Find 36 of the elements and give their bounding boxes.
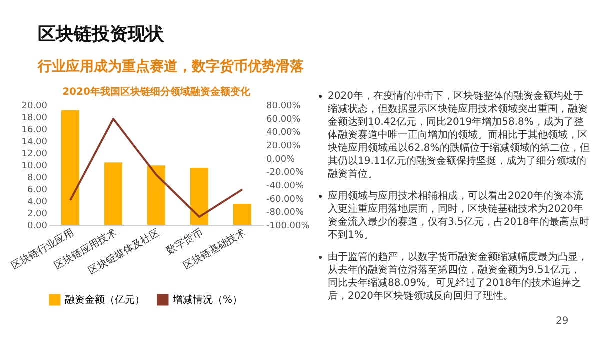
- y-tick-label: 12.00: [22, 150, 48, 160]
- y2-tick-label: 20.00%: [266, 142, 302, 152]
- y2-tick-label: 60.00%: [266, 114, 302, 125]
- chart-title: 2020年我国区块链细分领域融资金额变化: [62, 86, 252, 98]
- bar: [62, 110, 80, 225]
- legend-label: 增减情况（%）: [172, 294, 243, 306]
- bar: [234, 204, 252, 225]
- y-tick-label: 4.00: [27, 198, 48, 208]
- y-tick-label: 16.00: [22, 126, 48, 136]
- y-tick-label: 8.00: [27, 174, 48, 184]
- bar: [148, 166, 166, 225]
- text: 2020年，在疫情的冲击下，区块链整体的融资金额均处于缩减状态，但数据显示区块链应用技术领域突出重围，融资金额达到10.42亿元，同比2019年增加58.8%，成为了整体融资赛道中唯一正向增加的领域。而相比于其他领域，区块链应用领域虽以62.8%的跌幅位于缩减领域的第二位，但其仍以19.11亿元的融资金额保持坚挺，成为了细分领域的融资首位。: [327, 90, 590, 181]
- legend-label: 融资金额（亿元）: [65, 294, 145, 306]
- y-tick-label: 20.00: [22, 102, 48, 112]
- bar: [190, 168, 208, 225]
- y2-tick-label: -100.00%: [266, 222, 310, 232]
- y2-tick-label: 80.00%: [266, 102, 302, 112]
- y-tick-label: 10.00: [22, 162, 48, 172]
- y-tick-label: 0.00: [27, 222, 48, 232]
- text: 由于监管的趋严，以数字货币融资金额缩减幅度最为凸显，从去年的融资首位滑落至第四位，融资金额为9.51亿元，同比去年缩减88.09%。可见经过了2018年的技术追捧之后，2020年区块链领域反向回归了理性。: [327, 251, 589, 303]
- y2-tick-label: 40.00%: [266, 128, 302, 138]
- y2-tick-label: -60.00%: [266, 194, 305, 205]
- y-tick-label: 6.00: [27, 186, 48, 196]
- text: 应用领域与应用技术相辅相成，可以看出2020年的资本流入更注重应用落地层面，同时，区块链基础技术为2020年资金流入最少的赛道，仅有3.5亿元，占2018年的最高点时不到1%。: [327, 190, 590, 242]
- y2-tick-label: 0.00%: [266, 154, 296, 165]
- text: 行业应用成为重点赛道，数字货币优势滑落: [38, 58, 304, 76]
- y-tick-label: 18.00: [22, 114, 48, 124]
- y2-tick-label: -20.00%: [266, 168, 305, 178]
- text: 29: [556, 316, 569, 327]
- y2-tick-label: -40.00%: [266, 182, 305, 192]
- y2-tick-label: -80.00%: [266, 208, 305, 218]
- y-tick-label: 14.00: [22, 138, 48, 148]
- line-series: [70, 118, 244, 218]
- y-tick-label: 2.00: [27, 210, 48, 220]
- text: 区块链投资现状: [38, 23, 164, 46]
- bar: [104, 162, 122, 225]
